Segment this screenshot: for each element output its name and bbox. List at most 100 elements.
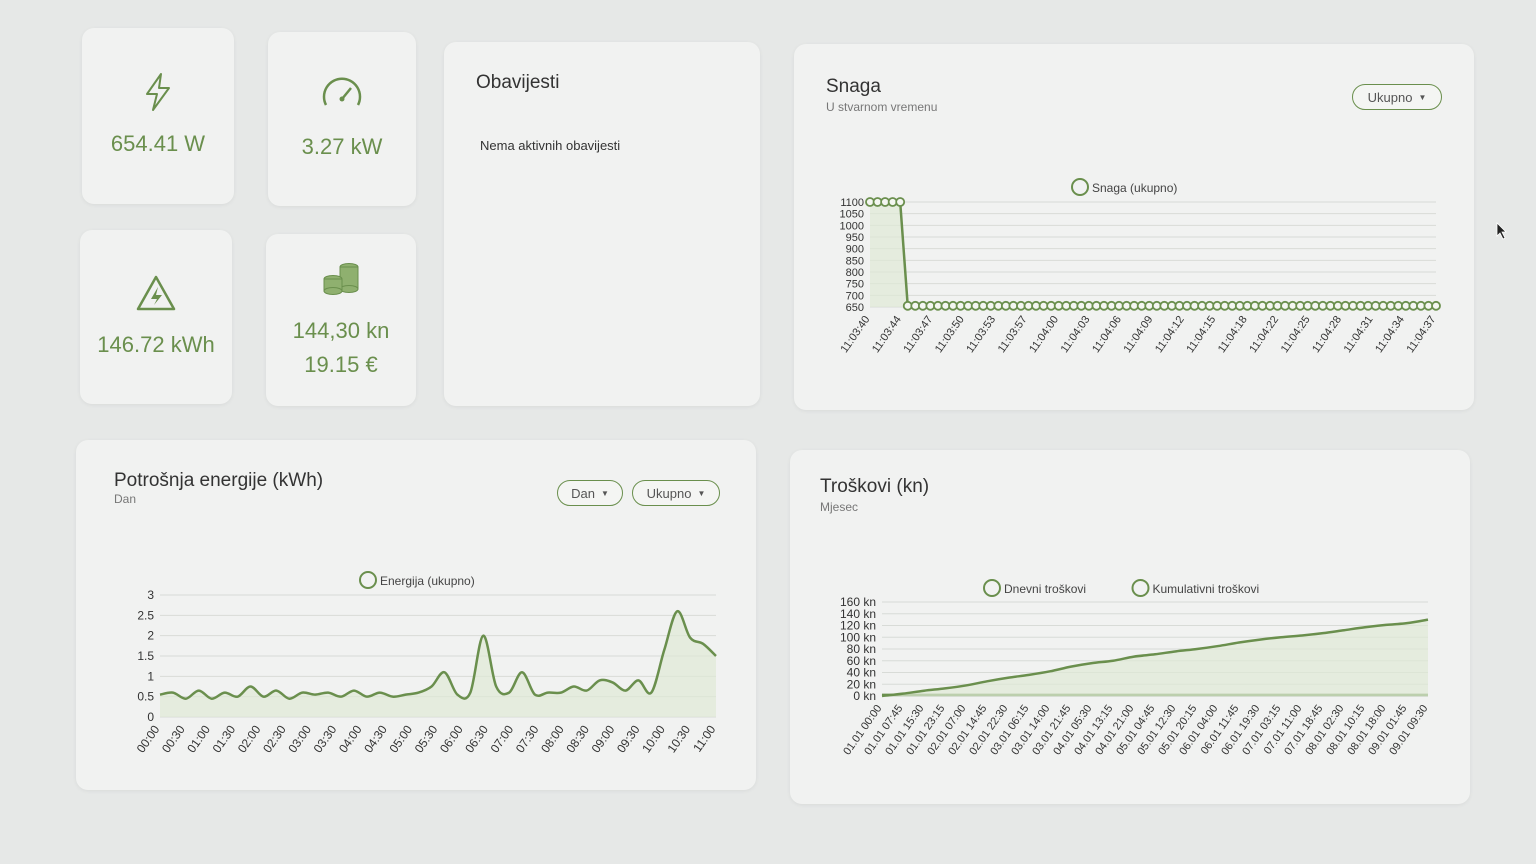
x-tick-label: 11:04:03 [1059, 314, 1093, 355]
chevron-down-icon: ▼ [1418, 92, 1427, 102]
x-tick-label: 05:00 [386, 722, 415, 755]
series-area [160, 611, 716, 717]
legend-label: Dnevni troškovi [1004, 582, 1086, 596]
legend-marker [1131, 579, 1150, 597]
x-tick-label: 11:04:12 [1153, 314, 1187, 355]
y-tick-label: 100 kn [840, 630, 876, 644]
x-tick-label: 06:30 [462, 722, 491, 755]
notifications-card: Obavijesti Nema aktivnih obavijesti [444, 42, 760, 406]
x-tick-label: 11:04:31 [1342, 314, 1376, 355]
y-tick-label: 1.5 [137, 649, 154, 663]
x-tick-label: 11:04:09 [1122, 314, 1156, 355]
y-tick-label: 650 [846, 302, 864, 314]
chevron-down-icon: ▼ [697, 488, 706, 498]
x-tick-label: 02:00 [235, 722, 264, 755]
power-kw-card: 3.27 kW [268, 32, 416, 206]
power-filter-dropdown[interactable]: Ukupno ▼ [1352, 84, 1442, 110]
x-tick-label: 07:30 [513, 722, 542, 755]
power-chart-card: Snaga U stvarnom vremenu Ukupno ▼ Snaga … [794, 44, 1474, 410]
cost-chart: Dnevni troškovi Kumulativni troškovi 160 k… [840, 579, 1430, 757]
y-tick-label: 700 [846, 290, 864, 302]
x-tick-label: 05:30 [412, 722, 441, 755]
y-tick-label: 800 [846, 267, 864, 279]
y-tick-label: 950 [846, 232, 864, 244]
x-tick-label: 00:30 [159, 722, 188, 755]
cost-eur-value: 19.15 € [304, 351, 378, 377]
lightning-icon [141, 72, 175, 117]
x-tick-label: 11:00 [690, 722, 718, 754]
x-tick-label: 11:04:25 [1279, 314, 1313, 355]
y-tick-label: 0 [147, 710, 154, 724]
power-chart: Snaga (ukupno) 11001050100095090085080075… [839, 178, 1441, 355]
series-line [881, 618, 1429, 698]
x-tick-label: 11:03:40 [839, 314, 873, 355]
x-tick-label: 11:04:37 [1405, 314, 1439, 355]
y-tick-label: 750 [846, 279, 864, 291]
energy-period-label: Dan [571, 485, 595, 501]
y-tick-label: 850 [846, 255, 864, 267]
series-area [870, 202, 1436, 307]
cost-kn-value: 144,30 kn [292, 317, 390, 343]
y-tick-label: 3 [147, 588, 154, 602]
y-tick-label: 160 kn [840, 595, 876, 609]
energy-filter-label: Ukupno [646, 485, 692, 501]
y-tick-label: 900 [846, 244, 864, 256]
x-tick-label: 07:00 [488, 722, 517, 755]
x-tick-label: 11:04:06 [1090, 314, 1124, 355]
power-w-card: 654.41 W [82, 28, 234, 204]
x-tick-label: 11:03:53 [964, 314, 998, 355]
x-tick-label: 11:04:34 [1373, 314, 1407, 355]
y-tick-label: 80 kn [847, 642, 876, 656]
y-tick-label: 60 kn [847, 654, 876, 668]
x-tick-label: 11:04:22 [1247, 314, 1281, 355]
x-tick-label: 03:00 [285, 722, 314, 755]
x-tick-label: 11:04:15 [1184, 314, 1218, 355]
legend-marker [1071, 178, 1089, 196]
x-tick-label: 09:30 [614, 722, 643, 755]
y-tick-label: 2 [147, 629, 154, 643]
legend-label: Snaga (ukupno) [1092, 181, 1177, 195]
x-tick-label: 03:30 [311, 722, 340, 755]
y-tick-label: 20 kn [847, 677, 876, 691]
x-tick-label: 11:04:00 [1027, 314, 1061, 355]
y-tick-label: 0 kn [853, 689, 876, 703]
x-tick-label: 01:00 [184, 722, 213, 755]
x-tick-label: 11:04:28 [1310, 314, 1344, 355]
legend-marker [983, 579, 1001, 597]
x-tick-label: 01:30 [210, 722, 239, 755]
coins-icon [319, 259, 363, 304]
y-tick-label: 1100 [840, 197, 864, 209]
notifications-title: Obavijesti [476, 72, 560, 93]
y-tick-label: 1050 [840, 209, 864, 221]
power-w-value: 654.41 W [110, 130, 206, 156]
y-tick-label: 40 kn [847, 666, 876, 680]
y-tick-label: 1000 [840, 220, 864, 232]
high-voltage-warning-icon [134, 273, 178, 318]
legend-marker [359, 571, 377, 589]
energy-chart: Energija (ukupno) 3 2.5 2 1.5 1 0.5 000:0000:30… [134, 571, 719, 755]
x-tick-label: 11:03:47 [901, 314, 935, 355]
no-notifications-text: Nema aktivnih obavijesti [480, 138, 621, 153]
speedometer-icon [320, 75, 364, 120]
y-tick-label: 1 [147, 669, 154, 683]
x-tick-label: 11:03:57 [996, 314, 1030, 355]
series-line [870, 200, 1436, 308]
series-line [159, 610, 717, 700]
data-point [1431, 300, 1441, 311]
x-tick-label: 09:00 [589, 722, 618, 755]
energy-chart-title: Potrošnja energije (kWh) [114, 470, 324, 491]
x-tick-label: 10:00 [639, 722, 668, 755]
data-point [895, 197, 906, 207]
energy-chart-card: Potrošnja energije (kWh) Dan Dan ▼ Ukupn… [76, 440, 756, 790]
power-chart-subtitle: U stvarnom vremenu [826, 100, 938, 114]
legend-label: Energija (ukupno) [380, 574, 475, 588]
energy-value: 146.72 kWh [97, 331, 215, 357]
cost-chart-subtitle: Mjesec [820, 500, 859, 514]
x-tick-label: 00:00 [134, 722, 163, 755]
cost-chart-title: Troškovi (kn) [820, 476, 930, 497]
energy-filter-dropdown[interactable]: Ukupno ▼ [632, 480, 720, 506]
energy-period-dropdown[interactable]: Dan ▼ [557, 480, 623, 506]
x-tick-label: 11:04:18 [1216, 314, 1250, 355]
x-tick-label: 08:30 [563, 722, 592, 755]
power-chart-title: Snaga [826, 76, 881, 97]
